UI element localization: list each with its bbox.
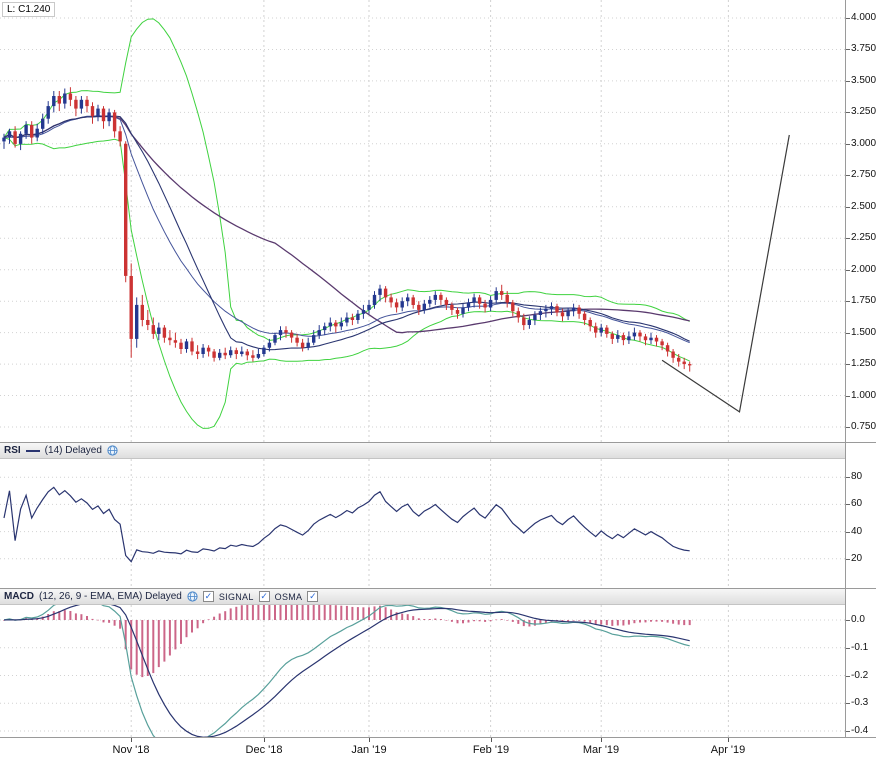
grid-layer	[0, 605, 845, 737]
y-axis-border	[845, 0, 846, 738]
panel-divider	[0, 737, 876, 738]
axis-tick-label: 2.500	[851, 201, 876, 212]
ma-slow-line	[3, 115, 690, 334]
axis-tick	[846, 175, 850, 176]
price-y-axis: 4.000 3.750 3.500 3.250 3.000 2.750 2.500 2.250…	[846, 0, 876, 442]
axis-tick-label: 4.000	[851, 12, 876, 23]
axis-tick-label: 2.250	[851, 232, 876, 243]
rsi-header: RSI (14) Delayed	[0, 443, 845, 459]
globe-icon[interactable]	[107, 445, 118, 456]
time-axis-label: Feb '19	[472, 744, 510, 756]
macd-line	[3, 605, 690, 737]
axis-tick-label: -0.4	[851, 725, 869, 736]
rsi-line	[3, 486, 690, 563]
axis-tick	[846, 396, 850, 397]
macd-header: MACD (12, 26, 9 - EMA, EMA) Delayed ✓ SI…	[0, 589, 845, 605]
axis-tick-label: 2.750	[851, 169, 876, 180]
axis-tick	[846, 676, 850, 677]
axis-tick	[846, 364, 850, 365]
trend-line-drawing[interactable]	[661, 134, 790, 413]
axis-tick-label: 1.750	[851, 295, 876, 306]
globe-icon[interactable]	[187, 591, 198, 602]
ma-fast2-line	[3, 115, 690, 344]
osma-checkbox[interactable]: ✓	[307, 591, 319, 602]
macd-params: (12, 26, 9 - EMA, EMA) Delayed	[39, 591, 182, 602]
axis-tick-label: 1.250	[851, 358, 876, 369]
axis-tick	[846, 18, 850, 19]
axis-tick-label: 0.750	[851, 421, 876, 432]
axis-tick-label: 2.000	[851, 264, 876, 275]
grid-layer	[0, 0, 845, 442]
ma-fast-line	[3, 115, 690, 351]
time-axis-label: Dec '18	[245, 744, 283, 756]
axis-tick-label: 1.500	[851, 327, 876, 338]
axis-tick-label: -0.2	[851, 670, 869, 681]
axis-tick	[846, 144, 850, 145]
last-price-label: L: C1.240	[2, 2, 56, 17]
panel-divider	[0, 588, 876, 589]
time-axis-label: Mar '19	[582, 744, 620, 756]
axis-tick	[369, 738, 370, 742]
rsi-line-sample	[25, 449, 40, 452]
axis-tick	[601, 738, 602, 742]
axis-tick	[491, 738, 492, 742]
time-axis-label: Jan '19	[351, 744, 387, 756]
macd-signal-line	[3, 605, 690, 737]
axis-tick	[846, 427, 850, 428]
macd-line-checkbox[interactable]: ✓	[202, 591, 214, 602]
axis-tick-label: 3.500	[851, 75, 876, 86]
osma-label: OSMA	[274, 591, 303, 602]
axis-tick	[846, 301, 850, 302]
macd-chart[interactable]	[0, 605, 845, 737]
axis-tick-label: 60	[851, 498, 863, 509]
macd-y-axis: 0.0 -0.1 -0.2 -0.3 -0.4	[846, 605, 876, 737]
axis-tick-label: 1.000	[851, 390, 876, 401]
axis-tick-label: -0.3	[851, 697, 869, 708]
axis-tick	[846, 112, 850, 113]
axis-tick	[846, 49, 850, 50]
axis-tick-label: 20	[851, 553, 863, 564]
axis-tick	[846, 333, 850, 334]
axis-tick-label: 3.750	[851, 43, 876, 54]
axis-tick	[846, 559, 850, 560]
bollinger-lower-line	[3, 137, 690, 429]
axis-tick	[728, 738, 729, 742]
axis-tick	[846, 504, 850, 505]
axis-tick	[846, 620, 850, 621]
signal-label: SIGNAL	[218, 591, 254, 602]
grid-layer	[0, 459, 845, 588]
axis-tick	[131, 738, 132, 742]
axis-tick	[846, 238, 850, 239]
axis-tick	[846, 207, 850, 208]
axis-tick	[846, 731, 850, 732]
time-axis-label: Nov '18	[112, 744, 150, 756]
axis-tick	[846, 648, 850, 649]
axis-tick	[846, 81, 850, 82]
rsi-title: RSI	[4, 445, 21, 456]
axis-tick	[264, 738, 265, 742]
time-axis[interactable]: Nov '18 Dec '18 Jan '19 Feb '19 Mar '19 Apr '…	[0, 738, 876, 765]
axis-tick	[846, 270, 850, 271]
rsi-params: (14) Delayed	[44, 445, 102, 456]
rsi-y-axis: 80 60 40 20	[846, 459, 876, 588]
axis-tick	[846, 477, 850, 478]
axis-tick-label: 3.000	[851, 138, 876, 149]
macd-title: MACD	[4, 591, 34, 602]
axis-tick-label: 40	[851, 526, 863, 537]
candles-layer	[2, 87, 692, 372]
axis-tick-label: 80	[851, 471, 863, 482]
time-axis-label: Apr '19	[710, 744, 746, 756]
panel-divider	[0, 442, 876, 443]
axis-tick	[846, 703, 850, 704]
axis-tick-label: 3.250	[851, 106, 876, 117]
price-chart[interactable]	[0, 0, 845, 442]
axis-tick	[846, 532, 850, 533]
axis-tick-label: 0.0	[851, 614, 865, 625]
axis-tick-label: -0.1	[851, 642, 869, 653]
signal-checkbox[interactable]: ✓	[258, 591, 270, 602]
bollinger-upper-line	[3, 18, 690, 341]
rsi-chart[interactable]	[0, 459, 845, 588]
